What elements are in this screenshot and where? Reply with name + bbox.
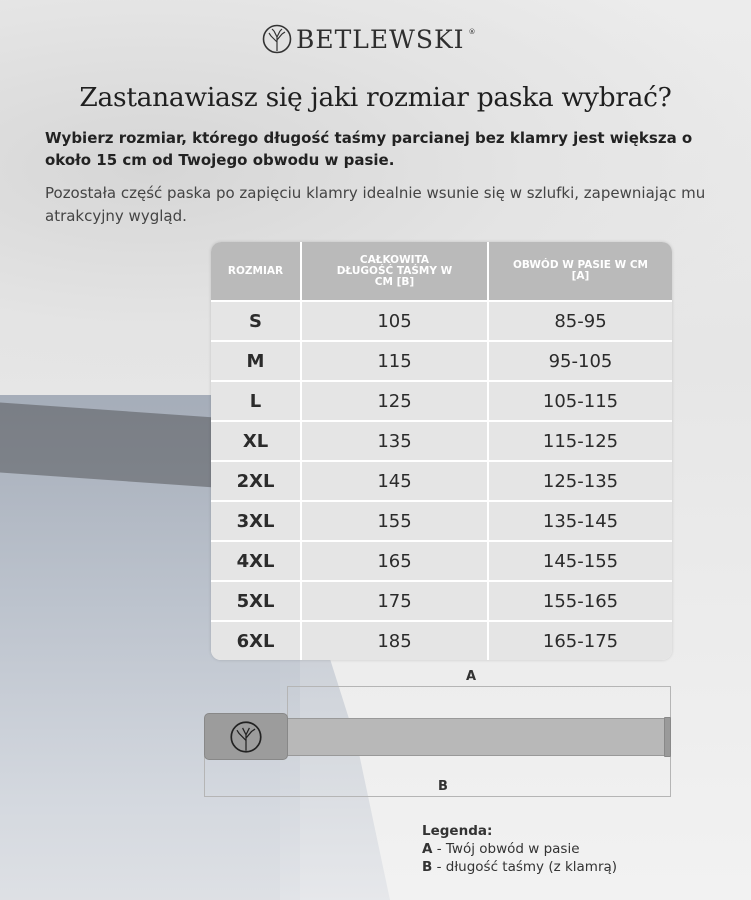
brand-name: BETLEWSKI bbox=[296, 24, 465, 54]
label-b: B bbox=[438, 779, 448, 794]
cell-waist: 155-165 bbox=[489, 582, 672, 620]
lead-text: Wybierz rozmiar, którego długość taśmy p… bbox=[45, 129, 693, 169]
cell-size: L bbox=[211, 382, 300, 420]
cell-length: 155 bbox=[302, 502, 487, 540]
cell-waist: 105-115 bbox=[489, 382, 672, 420]
dimension-line-a bbox=[287, 686, 671, 720]
table-row: XL 135 115-125 bbox=[211, 420, 672, 460]
header-size: ROZMIAR bbox=[211, 242, 300, 300]
sub-text: Pozostała część paska po zapięciu klamry… bbox=[45, 184, 706, 225]
cell-size: M bbox=[211, 342, 300, 380]
cell-size: 5XL bbox=[211, 582, 300, 620]
size-table: ROZMIAR CAŁKOWITA DŁUGOŚĆ TAŚMY W CM [B]… bbox=[211, 242, 672, 660]
tree-logo-icon bbox=[230, 720, 262, 753]
legend-b-text: - długość taśmy (z klamrą) bbox=[432, 859, 618, 875]
table-header: ROZMIAR CAŁKOWITA DŁUGOŚĆ TAŚMY W CM [B]… bbox=[211, 242, 672, 300]
cell-size: S bbox=[211, 302, 300, 340]
cell-length: 115 bbox=[302, 342, 487, 380]
cell-size: 2XL bbox=[211, 462, 300, 500]
tree-logo-icon bbox=[262, 24, 292, 54]
table-row: M 115 95-105 bbox=[211, 340, 672, 380]
cell-length: 135 bbox=[302, 422, 487, 460]
cell-waist: 125-135 bbox=[489, 462, 672, 500]
cell-size: 6XL bbox=[211, 622, 300, 660]
label-a: A bbox=[466, 669, 477, 684]
table-row: 5XL 175 155-165 bbox=[211, 580, 672, 620]
table-row: S 105 85-95 bbox=[211, 300, 672, 340]
header-waist: OBWÓD W PASIE W CM [A] bbox=[489, 242, 672, 300]
cell-size: XL bbox=[211, 422, 300, 460]
table-row: 2XL 145 125-135 bbox=[211, 460, 672, 500]
cell-waist: 95-105 bbox=[489, 342, 672, 380]
brand-logo: BETLEWSKI ® bbox=[262, 24, 476, 54]
dimension-line-b bbox=[204, 756, 671, 797]
cell-waist: 165-175 bbox=[489, 622, 672, 660]
cell-length: 125 bbox=[302, 382, 487, 420]
legend: Legenda: A - Twój obwód w pasie B - dług… bbox=[422, 822, 617, 876]
legend-b-key: B bbox=[422, 859, 433, 875]
table-row: L 125 105-115 bbox=[211, 380, 672, 420]
table-row: 3XL 155 135-145 bbox=[211, 500, 672, 540]
cell-waist: 85-95 bbox=[489, 302, 672, 340]
belt-strap bbox=[287, 718, 665, 756]
cell-length: 175 bbox=[302, 582, 487, 620]
legend-a-key: A bbox=[422, 841, 433, 857]
header-waist-text: OBWÓD W PASIE W CM [A] bbox=[512, 259, 649, 282]
header-length: CAŁKOWITA DŁUGOŚĆ TAŚMY W CM [B] bbox=[302, 242, 487, 300]
table-row: 6XL 185 165-175 bbox=[211, 620, 672, 660]
cell-length: 105 bbox=[302, 302, 487, 340]
legend-title: Legenda: bbox=[422, 823, 493, 839]
header-length-text: CAŁKOWITA DŁUGOŚĆ TAŚMY W CM [B] bbox=[336, 253, 453, 288]
table-row: 4XL 165 145-155 bbox=[211, 540, 672, 580]
cell-length: 145 bbox=[302, 462, 487, 500]
cell-size: 4XL bbox=[211, 542, 300, 580]
registered-mark: ® bbox=[468, 28, 476, 36]
cell-length: 165 bbox=[302, 542, 487, 580]
legend-a-text: - Twój obwód w pasie bbox=[432, 841, 580, 857]
belt-buckle bbox=[204, 713, 288, 760]
cell-waist: 135-145 bbox=[489, 502, 672, 540]
belt-tip bbox=[664, 717, 671, 757]
cell-length: 185 bbox=[302, 622, 487, 660]
page-title: Zastanawiasz się jaki rozmiar paska wybr… bbox=[79, 82, 672, 113]
cell-size: 3XL bbox=[211, 502, 300, 540]
cell-waist: 145-155 bbox=[489, 542, 672, 580]
cell-waist: 115-125 bbox=[489, 422, 672, 460]
background-photo-belt bbox=[0, 402, 215, 488]
